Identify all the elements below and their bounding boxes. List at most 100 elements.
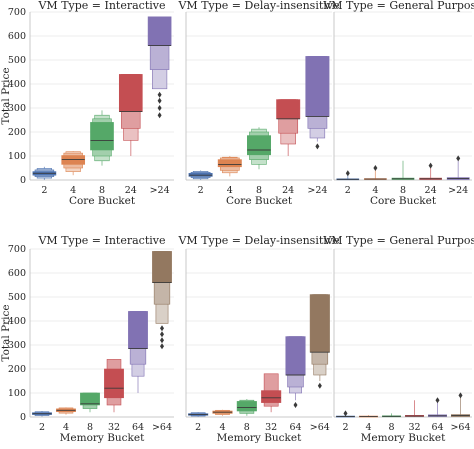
x-tick-label: 32 xyxy=(108,422,120,433)
boxen-24 xyxy=(419,162,442,180)
boxen-level xyxy=(261,390,282,403)
outlier-point xyxy=(317,382,322,389)
x-tick-label: 32 xyxy=(265,422,277,433)
x-tick-label: 8 xyxy=(388,422,394,433)
boxen-level xyxy=(305,56,330,117)
boxen-24 xyxy=(118,74,143,156)
boxen-8 xyxy=(381,413,401,418)
boxen-8 xyxy=(236,399,257,416)
x-tick-label: 4 xyxy=(227,185,233,196)
x-tick-label: >64 xyxy=(152,422,172,433)
x-tick-label: 2 xyxy=(342,422,348,433)
x-axis-label: Core Bucket xyxy=(370,195,437,207)
y-tick-label: 700 xyxy=(8,7,26,18)
boxen-level xyxy=(247,135,271,156)
x-tick-label: 24 xyxy=(282,185,294,196)
boxen-2 xyxy=(335,410,355,418)
boxen-4 xyxy=(358,415,378,418)
y-axis-label: Total Price xyxy=(0,67,12,124)
outlier-point xyxy=(428,162,433,169)
boxen->24 xyxy=(305,56,330,150)
x-axis-label: Memory Bucket xyxy=(361,432,446,444)
y-tick-label: 400 xyxy=(8,316,26,327)
boxen-2 xyxy=(188,412,209,417)
outlier-point xyxy=(160,331,164,338)
outlier-point xyxy=(157,97,162,104)
boxen-4 xyxy=(61,151,86,176)
boxen-64 xyxy=(285,336,306,408)
x-tick-label: 2 xyxy=(345,185,351,196)
y-tick-label: 400 xyxy=(8,79,26,90)
boxen-level xyxy=(118,74,143,112)
facet-5: VM Type = Delay-insensitive 2 4 8 32 64 >64 Mem… xyxy=(177,234,339,444)
outlier-point xyxy=(373,165,378,171)
boxen-32 xyxy=(104,359,124,413)
x-tick-label: 4 xyxy=(365,422,371,433)
outlier-point xyxy=(315,143,320,150)
x-tick-label: 8 xyxy=(244,422,250,433)
boxen-4 xyxy=(212,409,233,416)
y-tick-label: 200 xyxy=(8,127,26,138)
boxen-8 xyxy=(391,160,415,180)
boxen->24 xyxy=(446,155,470,180)
x-tick-label: 64 xyxy=(132,422,144,433)
boxen-level xyxy=(152,251,172,283)
boxen-4 xyxy=(364,165,387,180)
boxen-level xyxy=(90,122,114,151)
boxen-level xyxy=(104,368,124,399)
x-tick-label: >24 xyxy=(150,185,170,196)
boxen-64 xyxy=(427,397,447,417)
boxen-level xyxy=(285,336,306,376)
outlier-point xyxy=(157,112,162,119)
y-tick-label: 300 xyxy=(8,340,26,351)
facet-title: VM Type = Interactive xyxy=(37,234,165,247)
boxen-8 xyxy=(80,392,100,413)
boxen-32 xyxy=(261,373,282,413)
boxen-2 xyxy=(32,411,52,417)
boxen-level xyxy=(309,294,330,353)
x-tick-label: 2 xyxy=(198,185,204,196)
facet-title: VM Type = Delay-insensitive xyxy=(177,234,339,247)
x-tick-label: 32 xyxy=(408,422,420,433)
boxen-24 xyxy=(276,99,301,156)
y-tick-label: 200 xyxy=(8,364,26,375)
x-tick-label: 4 xyxy=(63,422,69,433)
facet-1: 0 100 200 300 400 500 600 700 VM Type = Interact… xyxy=(0,0,174,207)
boxen->64 xyxy=(152,251,172,350)
x-tick-label: 24 xyxy=(125,185,137,196)
y-tick-label: 600 xyxy=(8,31,26,42)
facet-title: VM Type = General Purpose xyxy=(322,234,474,247)
y-tick-label: 0 xyxy=(20,412,26,423)
x-tick-label: 4 xyxy=(219,422,225,433)
boxen-4 xyxy=(56,407,76,415)
x-tick-label: 8 xyxy=(256,185,262,196)
outlier-point xyxy=(458,392,463,399)
x-tick-label: >64 xyxy=(450,422,470,433)
y-tick-label: 100 xyxy=(8,388,26,399)
boxen-level xyxy=(128,311,148,349)
x-tick-label: 64 xyxy=(431,422,443,433)
x-tick-label: 8 xyxy=(99,185,105,196)
boxen->64 xyxy=(309,294,330,389)
boxen-level xyxy=(217,159,242,168)
x-tick-label: 8 xyxy=(400,185,406,196)
y-tick-label: 300 xyxy=(8,103,26,114)
boxen-level xyxy=(236,401,257,412)
y-tick-label: 100 xyxy=(8,151,26,162)
facet-title: VM Type = Delay-insensitive xyxy=(177,0,339,12)
boxen->64 xyxy=(450,392,470,417)
x-tick-label: 2 xyxy=(41,185,47,196)
y-axis-label: Total Price xyxy=(0,304,12,361)
x-tick-label: 24 xyxy=(425,185,437,196)
y-tick-label: 500 xyxy=(8,55,26,66)
outlier-point xyxy=(160,337,164,344)
outlier-point xyxy=(160,343,164,350)
x-tick-label: >64 xyxy=(310,422,330,433)
boxen-8 xyxy=(90,110,114,166)
x-axis-label: Core Bucket xyxy=(226,195,293,207)
boxen-32 xyxy=(404,400,424,417)
x-tick-label: 8 xyxy=(87,422,93,433)
boxen-level xyxy=(80,392,100,406)
